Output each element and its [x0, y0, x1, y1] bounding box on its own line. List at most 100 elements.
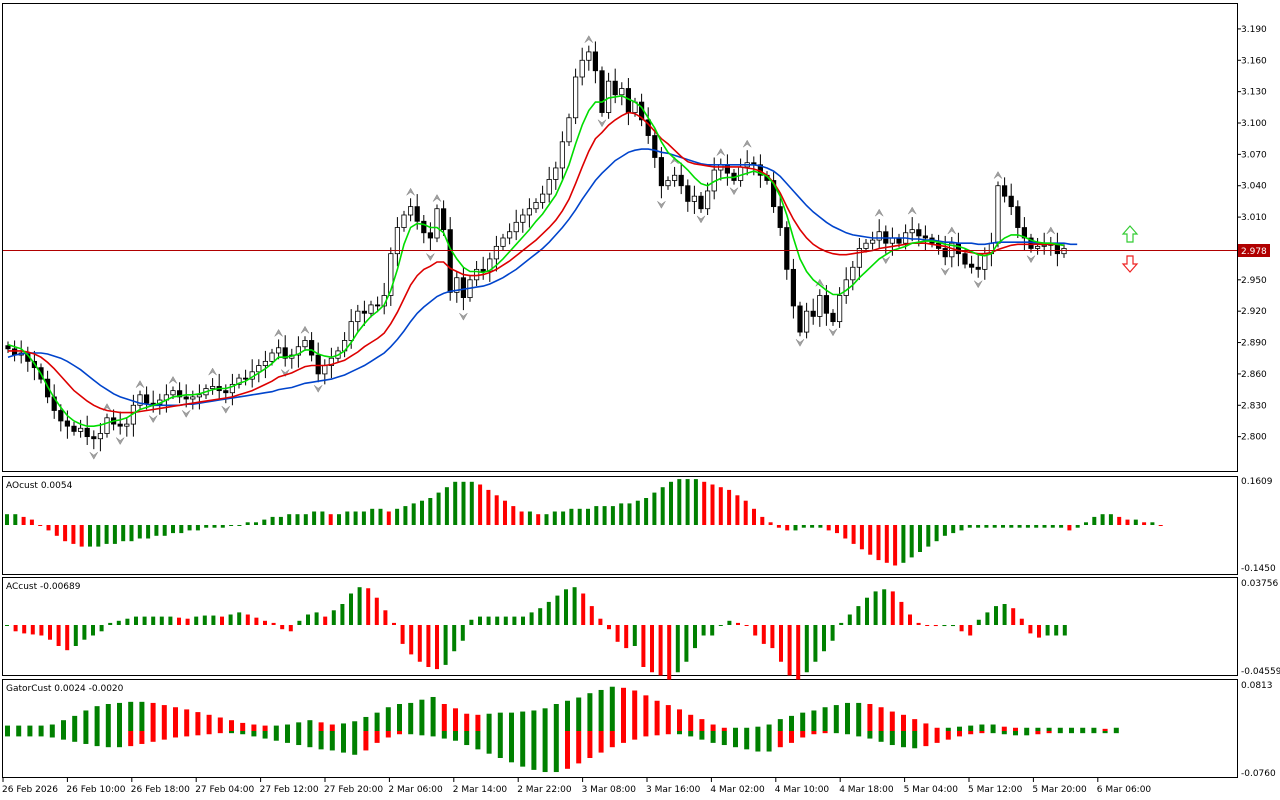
gator-lower-bar [117, 731, 122, 748]
ac-bar [598, 618, 603, 625]
gator-lower-bar [38, 731, 44, 737]
gator-lower-bar [968, 731, 974, 735]
ao-bar [245, 522, 250, 525]
ac-bar [443, 625, 448, 665]
ao-bar [137, 525, 142, 539]
time-tick-label: 2 Mar 22:00 [517, 785, 572, 795]
candle-bear [599, 70, 605, 113]
ao-bar [768, 522, 773, 525]
candle-bull [302, 340, 308, 348]
up-arrow-icon [1121, 225, 1139, 243]
gator-lower-bar [195, 731, 201, 736]
ac-panel[interactable] [2, 577, 1238, 676]
candle-bull [995, 185, 1001, 244]
ao-bar [353, 511, 358, 525]
ac-bar [899, 601, 904, 625]
ao-bar [5, 514, 9, 525]
gator-lower-bar [934, 731, 940, 743]
candle-bear [183, 396, 189, 400]
gator-upper-bar [161, 705, 167, 731]
ac-panel-title: ACcust -0.00689 [6, 582, 81, 592]
candle-bull [705, 190, 711, 210]
ac-bar [908, 614, 912, 625]
ao-bar [901, 525, 906, 563]
ac-bar [804, 625, 809, 673]
candle-bull [586, 51, 592, 61]
candle-bear [361, 310, 368, 314]
ac-bar [968, 625, 973, 636]
candle-bull [579, 59, 585, 78]
gator-upper-bar [665, 705, 671, 731]
ao-bar [893, 525, 898, 566]
time-tick-label: 27 Feb 04:00 [195, 785, 254, 795]
ac-bar [813, 625, 818, 662]
gator-upper-bar [699, 719, 705, 731]
gator-lower-bar [497, 731, 503, 758]
gator-lower-bar [643, 731, 649, 737]
candle-bear [58, 410, 64, 422]
candle-bull [738, 166, 744, 181]
candle-bull [691, 195, 698, 202]
ao-panel[interactable] [2, 476, 1238, 575]
price-tick-label: 2.800 [1241, 433, 1267, 443]
gator-lower-bar [621, 731, 626, 743]
gator-max-label: 0.0813 [1241, 681, 1273, 691]
main-price-panel[interactable] [2, 3, 1238, 472]
ao-bar [727, 489, 732, 525]
ac-bar [116, 620, 121, 625]
time-tick-label: 6 Mar 06:00 [1097, 785, 1152, 795]
ao-bar [835, 525, 839, 534]
gator-lower-bar [800, 731, 806, 738]
gator-lower-bar [901, 731, 906, 748]
price-tick-label: 2.860 [1241, 370, 1267, 380]
ac-bar [134, 616, 138, 625]
gator-lower-bar [105, 731, 111, 748]
gator-lower-bar [486, 731, 492, 754]
ao-bar [652, 492, 657, 525]
gator-lower-bar [565, 731, 570, 769]
ao-bar [918, 525, 922, 552]
price-tick-label: 2.890 [1241, 339, 1267, 349]
candle-bull [137, 394, 143, 406]
candle-bear [427, 232, 434, 239]
gator-lower-bar [1035, 731, 1041, 735]
ac-bar [512, 616, 517, 625]
ac-bar [607, 625, 611, 630]
candle-bear [1008, 195, 1014, 208]
ao-bar [552, 511, 557, 525]
ao-bar [361, 511, 366, 525]
candle-bull [196, 394, 202, 398]
gator-lower-bar [1091, 731, 1097, 734]
ao-bar [743, 500, 748, 525]
ac-bar [82, 625, 87, 640]
candle-bear [308, 340, 315, 356]
gator-lower-bar [531, 731, 537, 770]
fractal-up-icon [907, 206, 917, 215]
price-tick-label: 3.100 [1241, 119, 1267, 129]
ac-bar [839, 622, 844, 625]
ao-bar [843, 525, 848, 539]
ao-bar [337, 514, 341, 525]
gator-upper-bar [833, 705, 839, 731]
gator-upper-bar [1001, 726, 1007, 731]
gator-upper-bar [61, 720, 66, 731]
ao-bar [976, 525, 981, 528]
ac-bar [916, 622, 921, 625]
ao-bar [801, 525, 806, 528]
candle-bull [394, 227, 401, 255]
gator-lower-bar [654, 731, 660, 736]
ao-bar [669, 481, 673, 525]
price-axis: 3.190 3.160 3.130 3.100 3.070 3.040 3.010 2.950… [1237, 25, 1267, 443]
gator-lower-bar [5, 731, 10, 737]
gator-lower-bar [453, 731, 458, 741]
gator-lower-bar [419, 731, 425, 736]
candle-bull [850, 266, 856, 281]
ac-bar [177, 617, 181, 625]
gator-upper-bar [83, 710, 89, 731]
ao-bar [619, 503, 624, 525]
candle-bear [117, 423, 123, 427]
gator-lower-bar [307, 731, 313, 748]
gator-upper-bar [1035, 727, 1041, 731]
ac-bar [306, 614, 310, 625]
